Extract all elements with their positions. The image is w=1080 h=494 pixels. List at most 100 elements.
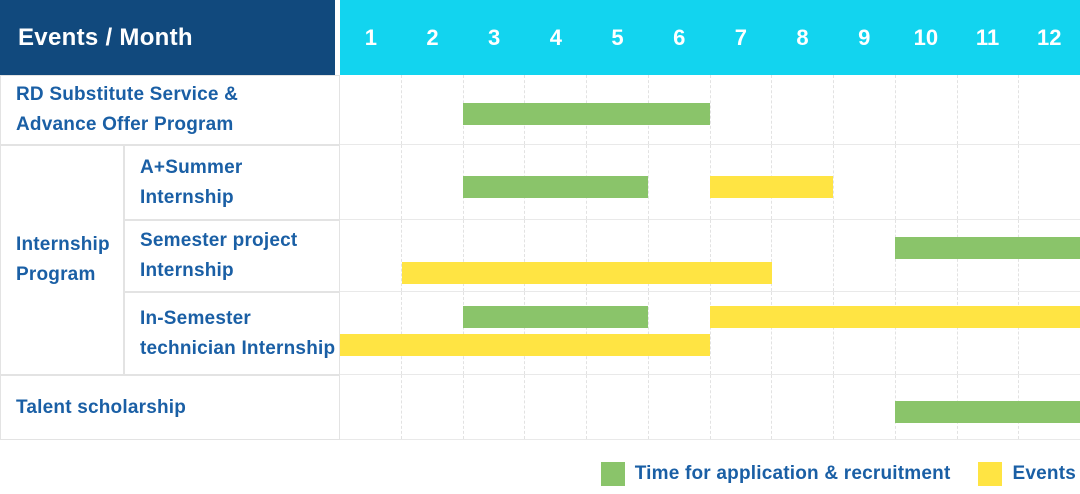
month-grid-cell (524, 220, 586, 291)
month-header-cell: 9 (858, 24, 871, 50)
row-label-line: Internship (140, 186, 234, 208)
month-header-cell: 3 (488, 24, 501, 50)
month-grid-cell (833, 220, 895, 291)
month-grid-cell (400, 375, 463, 439)
chart-row (340, 292, 1080, 375)
legend: Time for application & recruitment Events (600, 462, 1076, 486)
row-label-line: Internship (16, 234, 110, 255)
row-label-line: Advance Offer Program (16, 114, 234, 135)
month-grid-cell (647, 375, 710, 439)
month-grid-cell (340, 292, 401, 374)
month-header-cell: 4 (549, 24, 562, 50)
month-header-cell: 8 (796, 24, 809, 50)
month-header-cell: 2 (426, 24, 439, 50)
month-header-cell: 10 (913, 24, 939, 50)
row-label-line: RD Substitute Service & (16, 84, 239, 105)
gantt-bar-green (463, 103, 710, 125)
month-grid-cell (709, 292, 772, 374)
month-grid-cell (340, 75, 401, 144)
month-grid-cell (956, 75, 1019, 144)
row-label-cell: RD Substitute Service & Advance Offer Pro… (0, 75, 340, 145)
month-grid-cell (709, 75, 772, 144)
gantt-bar-green (895, 237, 1080, 259)
legend-swatch-green (600, 462, 625, 486)
month-grid-cell (709, 375, 772, 439)
month-grid-cell (524, 292, 586, 374)
gantt-bar-green (463, 306, 649, 328)
month-grid-cell (462, 375, 525, 439)
header-title-cell: Events / Month (0, 0, 340, 75)
month-header-cell: 6 (673, 24, 686, 50)
legend-label: Events (1012, 463, 1076, 484)
group-label-cell: Internship Program (0, 145, 124, 375)
chart-row (340, 375, 1080, 440)
month-grid-cell (709, 220, 772, 291)
month-grid-cell (709, 145, 772, 219)
gantt-bar-yellow (710, 176, 834, 198)
row-label-line: Talent scholarship (16, 396, 187, 418)
row-label-line: Internship (140, 260, 234, 281)
gantt-bar-green (895, 401, 1080, 423)
month-grid-cell (771, 220, 833, 291)
month-grid-cell (524, 375, 586, 439)
gantt-bar-green (463, 176, 649, 198)
chart-row (340, 75, 1080, 145)
month-grid-cell (894, 75, 957, 144)
month-grid-cell (894, 292, 957, 374)
month-grid-cell (586, 375, 648, 439)
row-label-cell: In-Semester technician Internship (124, 292, 340, 375)
gantt-bar-yellow (401, 262, 772, 284)
month-header-row: 1 2 3 4 5 6 7 8 9 10 11 12 (340, 0, 1080, 75)
gantt-bar-yellow (710, 306, 1080, 328)
month-grid-cell (462, 75, 525, 144)
month-grid-cell (462, 145, 525, 219)
month-grid-cell (647, 292, 710, 374)
month-grid-cell (1018, 292, 1080, 374)
month-header-cell: 11 (975, 24, 1000, 50)
legend-label: Time for application & recruitment (634, 463, 951, 484)
month-header-cell: 5 (611, 24, 624, 50)
month-grid-cell (833, 145, 895, 219)
row-label-line: technician Internship (140, 337, 336, 359)
month-header-cell: 7 (734, 24, 747, 50)
month-grid-cell (833, 292, 895, 374)
chart-row (340, 145, 1080, 220)
month-grid-cell (647, 220, 710, 291)
row-label-cell: Talent scholarship (0, 375, 340, 440)
month-grid-cell (771, 75, 833, 144)
chart-row (340, 220, 1080, 292)
month-grid-cell (462, 220, 525, 291)
month-grid-cell (1018, 145, 1080, 219)
month-grid-cell (771, 292, 833, 374)
month-grid-cell (400, 145, 463, 219)
row-label-line: Semester project (140, 230, 298, 251)
month-header-cell: 12 (1036, 24, 1062, 50)
month-grid-cell (956, 292, 1019, 374)
month-grid-cell (462, 292, 525, 374)
month-grid-cell (956, 145, 1019, 219)
month-gridlines (340, 292, 1080, 374)
month-grid-cell (833, 75, 895, 144)
month-grid-cell (586, 292, 648, 374)
legend-swatch-yellow (978, 462, 1003, 486)
header-title: Events / Month (18, 23, 193, 51)
month-header-cell: 1 (364, 24, 377, 50)
month-grid-cell (340, 220, 401, 291)
month-gridlines (340, 75, 1080, 144)
month-grid-cell (400, 75, 463, 144)
month-grid-cell (833, 375, 895, 439)
month-grid-cell (340, 375, 401, 439)
gantt-bar-yellow (340, 334, 710, 356)
row-label-line: A+Summer (140, 156, 243, 178)
month-grid-cell (894, 145, 957, 219)
row-label-cell: A+Summer Internship (124, 145, 340, 220)
month-grid-cell (400, 292, 463, 374)
month-grid-cell (586, 220, 648, 291)
month-grid-cell (400, 220, 463, 291)
month-grid-cell (771, 375, 833, 439)
row-label-line: In-Semester (140, 307, 251, 329)
month-grid-cell (647, 145, 710, 219)
row-label-line: Program (16, 264, 96, 285)
row-label-cell: Semester project Internship (124, 220, 340, 292)
